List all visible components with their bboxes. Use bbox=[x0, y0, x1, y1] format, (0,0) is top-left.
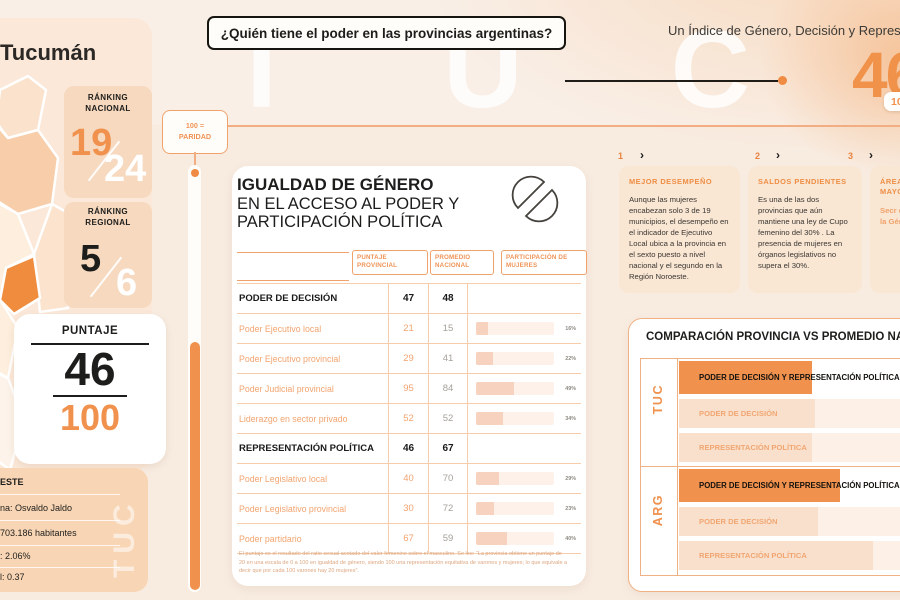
bar-fill bbox=[679, 399, 815, 428]
puntaje-value: 46 bbox=[64, 343, 116, 395]
table-row: REPRESENTACIÓN POLÍTICA 46 67 bbox=[237, 434, 581, 464]
col-header-promedio-nacional: PROMEDIO NACIONAL bbox=[430, 250, 494, 275]
province-info-panel bbox=[0, 468, 148, 592]
split-circle-icon bbox=[511, 175, 559, 223]
comparison-frame bbox=[640, 358, 900, 576]
question-banner-text: ¿Quién tiene el poder en las provincias … bbox=[220, 25, 553, 41]
participation-bar bbox=[476, 502, 554, 515]
participation-bar bbox=[476, 322, 554, 335]
ranking-nacional-total: 24 bbox=[104, 148, 147, 190]
comparison-title: COMPARACIÓN PROVINCIA VS PROMEDIO NACION… bbox=[646, 331, 900, 343]
paridad-legend: 100 = PARIDAD bbox=[162, 110, 228, 154]
comparison-group-arg: ARG bbox=[651, 494, 665, 527]
info-percent: : 2.06% bbox=[0, 551, 31, 561]
ranking-nacional-cell bbox=[64, 86, 152, 198]
gender-equality-card bbox=[232, 166, 586, 586]
puntaje-card: PUNTAJE 46 100 bbox=[14, 314, 166, 464]
ranking-regional-label: RÁNKING REGIONAL bbox=[85, 207, 131, 227]
score-gauge-top-dot bbox=[190, 169, 199, 177]
divider bbox=[31, 343, 149, 345]
divider bbox=[53, 394, 127, 397]
table-row: Poder Ejecutivo local 21 15 16% bbox=[237, 314, 581, 344]
ranking-nacional-label: RÁNKING NACIONAL bbox=[85, 93, 131, 113]
question-banner: ¿Quién tiene el poder en las provincias … bbox=[207, 16, 566, 50]
puntaje-max: 100 bbox=[59, 396, 121, 438]
divider bbox=[0, 494, 120, 495]
insight-card-mejor-desempeno: MEJOR DESEMPEÑO Aunque las mujeres encab… bbox=[619, 166, 740, 293]
bar-fill bbox=[679, 469, 840, 502]
ranking-regional-value: 5 bbox=[80, 238, 102, 280]
bar-tuc-representacion: REPRESENTACIÓN POLÍTICA bbox=[679, 433, 900, 462]
insight-card-area-genero: ÁREA MAYO Secr de la Géne bbox=[870, 166, 900, 293]
participation-bar bbox=[476, 352, 554, 365]
bar-fill bbox=[679, 541, 873, 570]
step-1-chevron-icon[interactable]: › bbox=[640, 148, 644, 162]
col-header-participacion: PARTICIPACIÓN DE MUJERES bbox=[501, 250, 587, 275]
divider bbox=[0, 520, 120, 521]
comparison-group-tuc: TUC bbox=[651, 384, 665, 415]
province-code-watermark-small: TUC bbox=[108, 498, 141, 578]
divider bbox=[0, 545, 120, 546]
corner-score-max-pill: 100 bbox=[884, 92, 900, 111]
table-footnote: El puntaje es el resultado del ratio sex… bbox=[239, 551, 568, 575]
participation-bar bbox=[476, 382, 554, 395]
info-population: 703.186 habitantes bbox=[0, 528, 77, 538]
puntaje-label: PUNTAJE bbox=[61, 325, 119, 337]
table-row: Poder Legislativo local 40 70 29% bbox=[237, 464, 581, 494]
bar-arg-representacion: REPRESENTACIÓN POLÍTICA bbox=[679, 541, 900, 570]
bar-arg-total: PODER DE DECISIÓN Y REPRESENTACIÓN POLÍT… bbox=[679, 469, 900, 502]
card-title-line2: EN EL ACCESO AL PODER Y bbox=[237, 195, 460, 213]
participation-bar bbox=[476, 532, 554, 545]
table-row: Liderazgo en sector privado 52 52 34% bbox=[237, 404, 581, 434]
col-header-puntaje-provincial: PUNTAJE PROVINCIAL bbox=[352, 250, 428, 275]
header-line bbox=[237, 252, 349, 253]
paridad-reference-line bbox=[226, 125, 900, 127]
province-name: Tucumán bbox=[0, 40, 97, 65]
bar-tuc-decision: PODER DE DECISIÓN bbox=[679, 399, 900, 428]
step-3-number[interactable]: 3 bbox=[848, 151, 854, 161]
bar-fill bbox=[679, 507, 818, 536]
step-2-number[interactable]: 2 bbox=[755, 151, 761, 161]
table-row: Poder Ejecutivo provincial 29 41 22% bbox=[237, 344, 581, 374]
index-subtitle: Un Índice de Género, Decisión y Represen… bbox=[668, 23, 900, 38]
bar-fill bbox=[679, 361, 812, 394]
step-2-chevron-icon[interactable]: › bbox=[776, 148, 780, 162]
info-region: ESTE bbox=[0, 477, 24, 487]
participation-bar bbox=[476, 412, 554, 425]
divider bbox=[0, 567, 120, 568]
table-row: PODER DE DECISIÓN 47 48 bbox=[237, 284, 581, 314]
paridad-connector bbox=[194, 152, 196, 167]
bar-tuc-total: PODER DE DECISIÓN Y REPRESENTACIÓN POLÍT… bbox=[679, 361, 900, 394]
insight-card-saldos-pendientes: SALDOS PENDIENTES Es una de las dos prov… bbox=[748, 166, 862, 293]
table-row: Poder Judicial provincial 95 84 49% bbox=[237, 374, 581, 404]
info-governor: na: Osvaldo Jaldo bbox=[0, 503, 73, 513]
card-title-line1: IGUALDAD DE GÉNERO bbox=[237, 175, 434, 194]
ranking-regional-total: 6 bbox=[116, 262, 138, 304]
info-index: l: 0.37 bbox=[0, 572, 25, 582]
card-title-line3: PARTICIPACIÓN POLÍTICA bbox=[237, 213, 443, 231]
indicators-table: PODER DE DECISIÓN 47 48 Poder Ejecutivo … bbox=[237, 283, 581, 554]
table-row: Poder partidario 67 59 40% bbox=[237, 524, 581, 554]
header-line bbox=[237, 280, 349, 281]
step-1-number[interactable]: 1 bbox=[618, 151, 624, 161]
table-row: Poder Legislativo provincial 30 72 23% bbox=[237, 494, 581, 524]
comparison-label-divider bbox=[677, 358, 678, 576]
connector-dot bbox=[778, 76, 787, 85]
comparison-group-divider bbox=[640, 466, 900, 467]
ranking-regional-cell bbox=[64, 202, 152, 308]
connector-line bbox=[565, 80, 778, 82]
step-3-chevron-icon[interactable]: › bbox=[869, 148, 873, 162]
bar-fill bbox=[679, 433, 812, 462]
participation-bar bbox=[476, 472, 554, 485]
bar-arg-decision: PODER DE DECISIÓN bbox=[679, 507, 900, 536]
score-gauge-fill bbox=[189, 342, 200, 590]
